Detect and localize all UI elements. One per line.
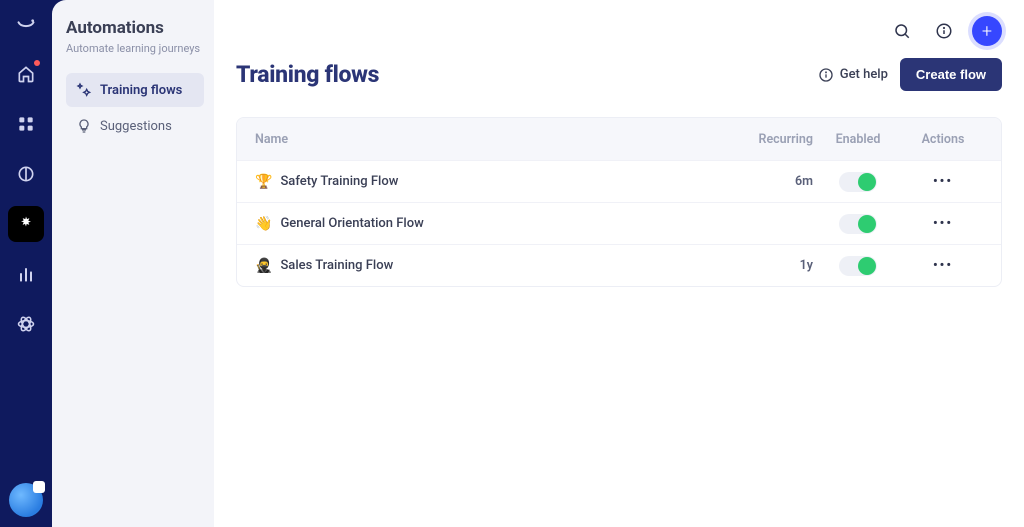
flow-enabled-cell <box>813 256 903 276</box>
rail-home[interactable] <box>8 56 44 92</box>
flow-name-cell[interactable]: 🏆 Safety Training Flow <box>255 174 723 190</box>
row-actions-button[interactable]: ••• <box>903 216 983 231</box>
lightbulb-icon <box>76 118 92 134</box>
row-actions-button[interactable]: ••• <box>903 258 983 273</box>
add-button[interactable]: + <box>972 16 1002 46</box>
info-icon <box>818 67 834 83</box>
flow-emoji-icon: 🥷 <box>255 258 272 274</box>
flow-name-cell[interactable]: 🥷 Sales Training Flow <box>255 258 723 274</box>
nav-rail <box>0 0 52 527</box>
rail-automations[interactable] <box>8 206 44 242</box>
enabled-toggle[interactable] <box>839 172 877 192</box>
sidebar-item-label: Training flows <box>100 83 182 98</box>
table-row: 🥷 Sales Training Flow 1y ••• <box>237 244 1001 286</box>
toggle-knob-icon <box>858 257 876 275</box>
search-icon <box>893 22 911 40</box>
enabled-toggle[interactable] <box>839 214 877 234</box>
topbar: + <box>236 14 1002 48</box>
table-header: Name Recurring Enabled Actions <box>237 118 1001 160</box>
rail-brain[interactable] <box>8 156 44 192</box>
th-enabled: Enabled <box>813 132 903 147</box>
th-name: Name <box>255 132 723 147</box>
notification-dot-icon <box>34 60 40 66</box>
flow-recurring: 6m <box>723 174 813 189</box>
sparkle-icon <box>76 82 92 98</box>
plus-icon: + <box>982 21 992 42</box>
info-button[interactable] <box>930 17 958 45</box>
search-button[interactable] <box>888 17 916 45</box>
page-title: Training flows <box>236 61 379 88</box>
flows-table: Name Recurring Enabled Actions 🏆 Safety … <box>236 117 1002 287</box>
flow-emoji-icon: 👋 <box>255 216 272 232</box>
flow-name: General Orientation Flow <box>280 216 423 231</box>
sidebar: Automations Automate learning journeys T… <box>52 0 214 527</box>
flow-name: Sales Training Flow <box>280 258 393 273</box>
th-actions: Actions <box>903 132 983 147</box>
sidebar-item-label: Suggestions <box>100 119 172 134</box>
sidebar-item-suggestions[interactable]: Suggestions <box>66 109 204 143</box>
sidebar-item-training-flows[interactable]: Training flows <box>66 73 204 107</box>
toggle-knob-icon <box>858 173 876 191</box>
flow-recurring: 1y <box>723 258 813 273</box>
get-help-button[interactable]: Get help <box>818 67 888 83</box>
flow-enabled-cell <box>813 214 903 234</box>
avatar-icon <box>9 483 43 517</box>
rail-analytics[interactable] <box>8 256 44 292</box>
flow-name: Safety Training Flow <box>280 174 398 189</box>
enabled-toggle[interactable] <box>839 256 877 276</box>
sidebar-subtitle: Automate learning journeys <box>66 42 204 55</box>
rail-logo[interactable] <box>8 6 44 42</box>
create-flow-button[interactable]: Create flow <box>900 58 1002 91</box>
flow-enabled-cell <box>813 172 903 192</box>
rail-profile[interactable] <box>0 483 52 517</box>
page-header: Training flows Get help Create flow <box>236 58 1002 91</box>
rail-apps[interactable] <box>8 106 44 142</box>
table-row: 👋 General Orientation Flow ••• <box>237 202 1001 244</box>
row-actions-button[interactable]: ••• <box>903 174 983 189</box>
get-help-label: Get help <box>840 67 888 82</box>
sidebar-title: Automations <box>66 18 204 38</box>
main-content: + Training flows Get help Create flow Na… <box>214 0 1024 527</box>
flow-name-cell[interactable]: 👋 General Orientation Flow <box>255 216 723 232</box>
rail-atom[interactable] <box>8 306 44 342</box>
info-icon <box>935 22 953 40</box>
toggle-knob-icon <box>858 215 876 233</box>
page-actions: Get help Create flow <box>818 58 1002 91</box>
table-row: 🏆 Safety Training Flow 6m ••• <box>237 160 1001 202</box>
th-recurring: Recurring <box>723 132 813 147</box>
flow-emoji-icon: 🏆 <box>255 174 272 190</box>
